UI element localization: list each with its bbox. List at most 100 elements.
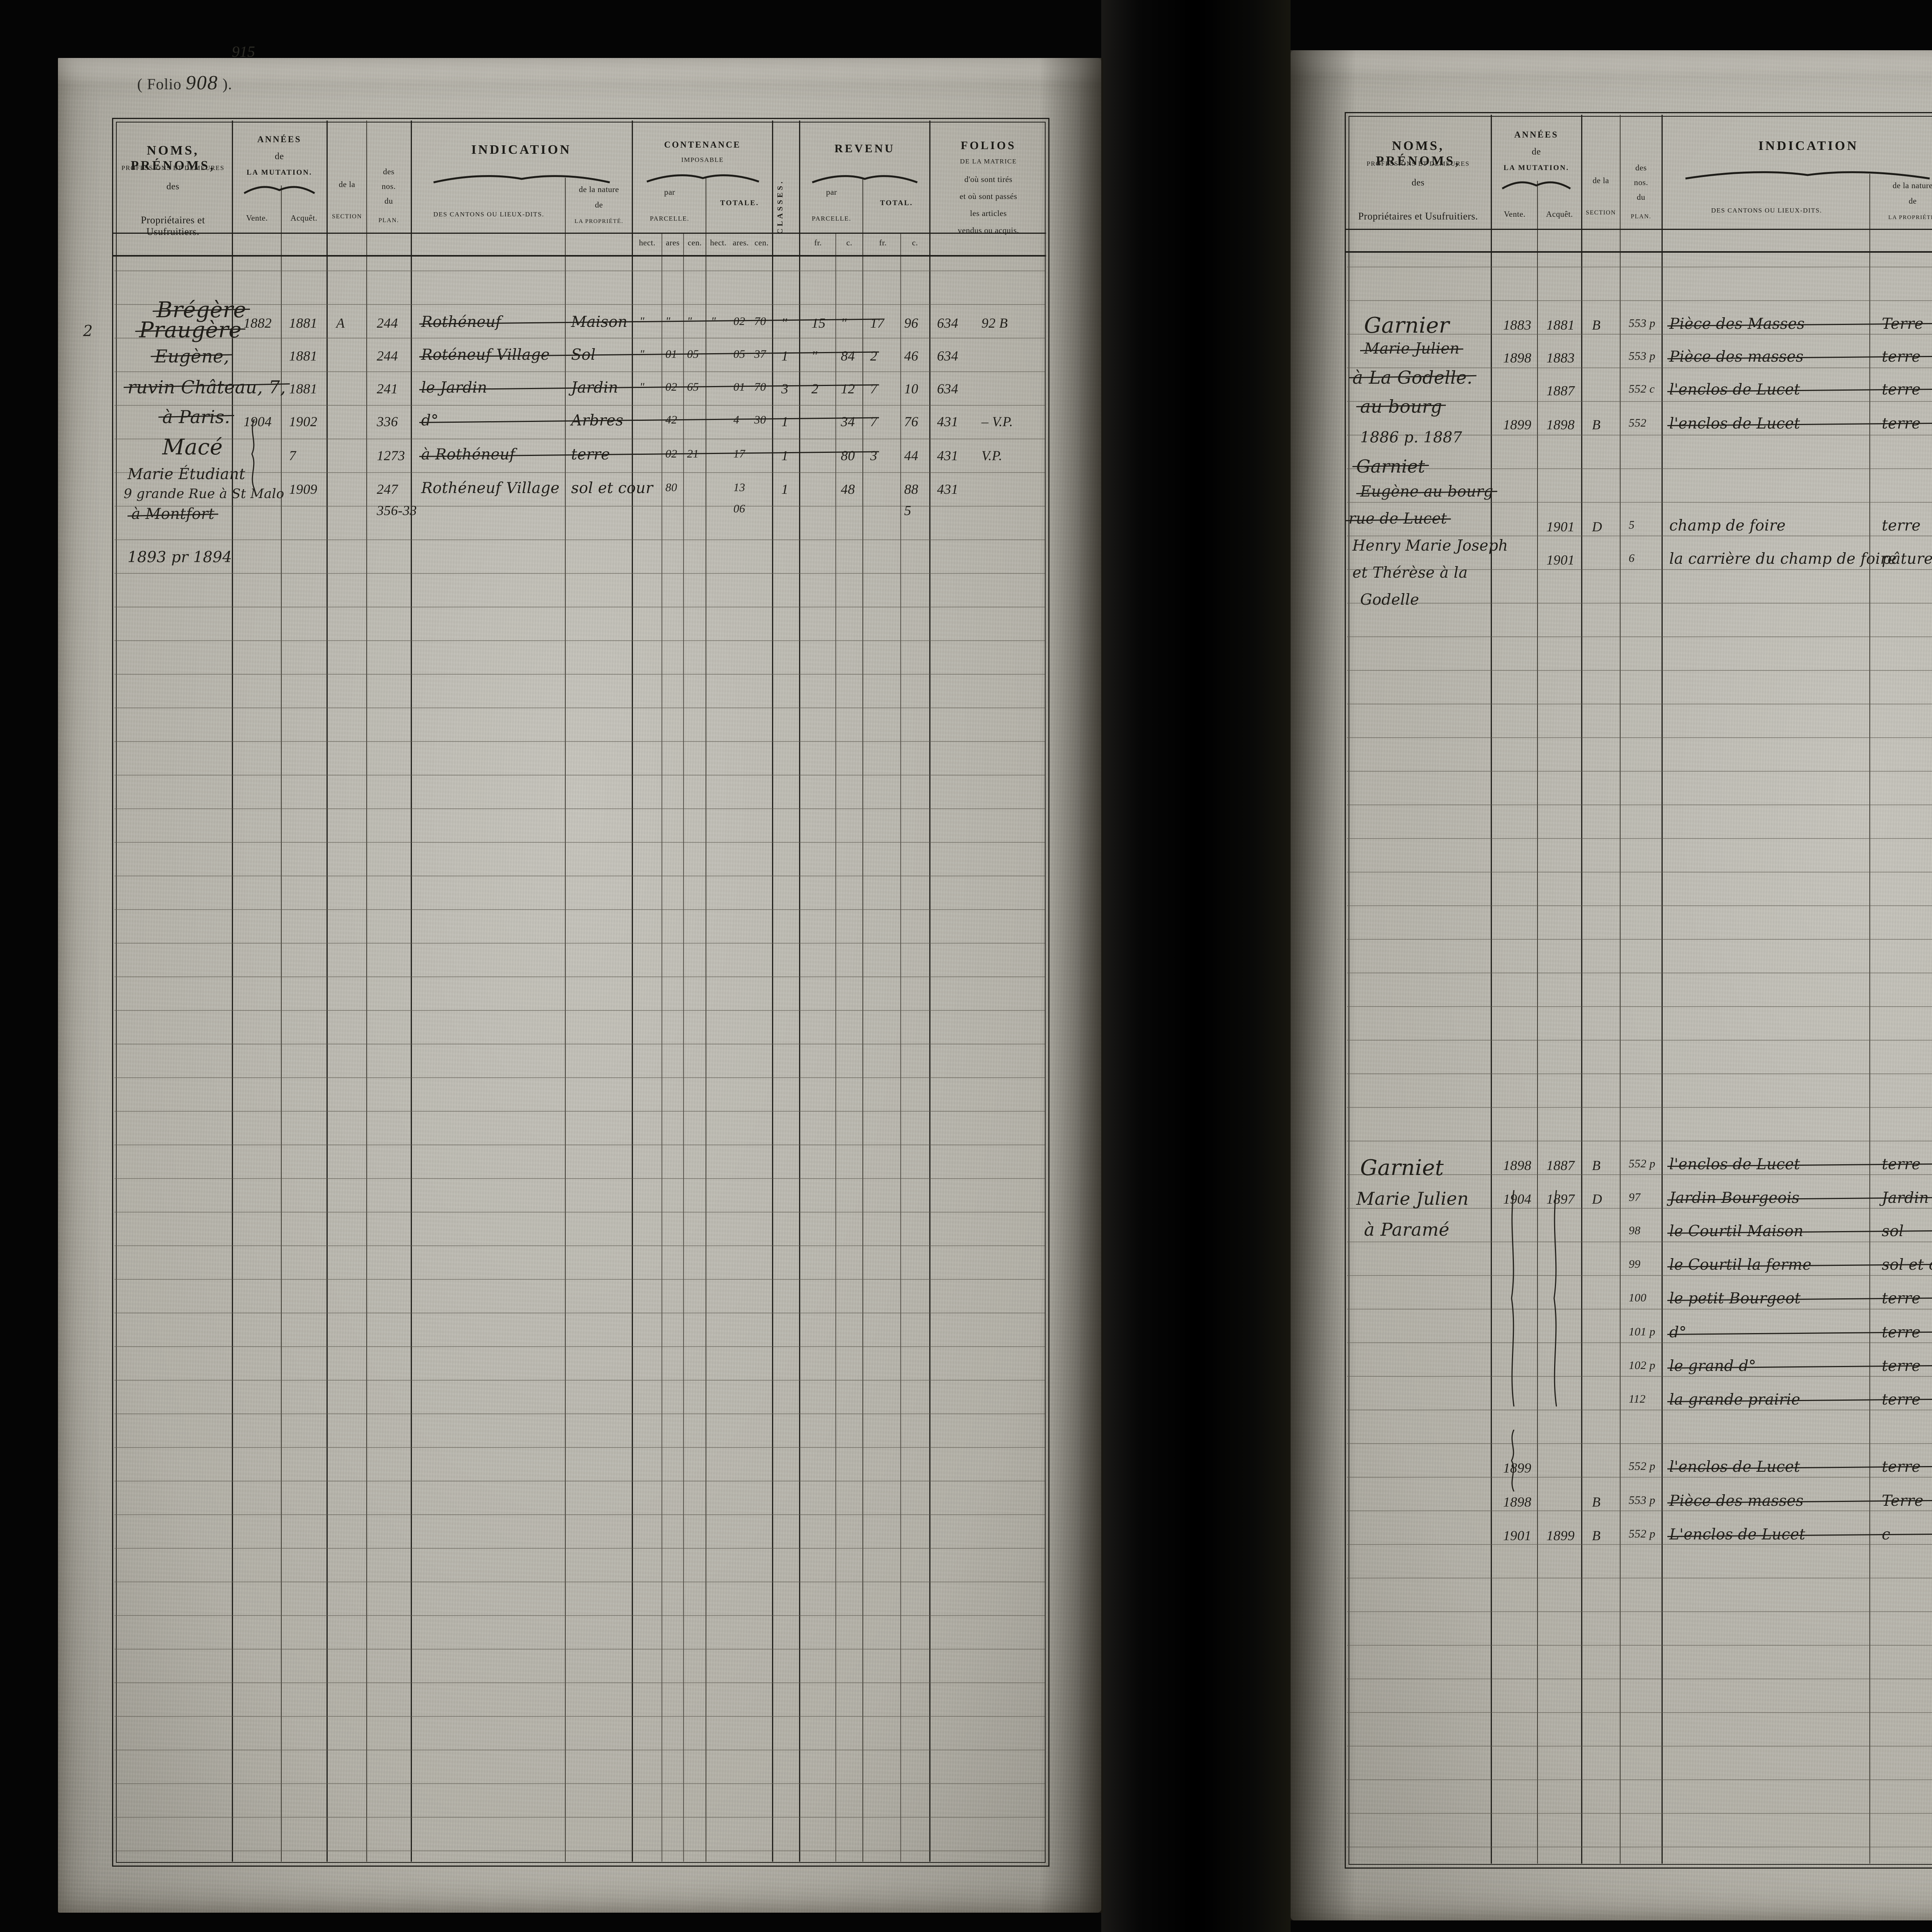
row-rule <box>1347 939 1932 940</box>
left-hdr-section-l1: de la <box>328 180 366 189</box>
left-hdr-folios-l1: DE LA MATRICE <box>931 158 1046 165</box>
row-rule <box>114 741 1045 742</box>
left-row-5-total-c: 88 <box>904 481 918 497</box>
right-top-row-3-plan: 552 <box>1629 417 1646 430</box>
left-unit-ares: ares <box>662 238 683 247</box>
right-bot-row-1-plan: 97 <box>1629 1191 1641 1204</box>
left-hdr-noms-sub1: PROFESSIONS ET DEMEURES <box>116 164 230 172</box>
left-row-4-t-ares: 17 <box>733 447 745 461</box>
row-rule <box>1347 1208 1932 1209</box>
right-hdr-annees-de: de <box>1492 147 1580 158</box>
right-table-inner-border <box>1349 116 1932 1865</box>
right-hdr-plan-l2: nos. <box>1621 178 1661 187</box>
left-row-5-classe: 1 <box>781 481 788 497</box>
left-unit-c2: c. <box>901 238 929 247</box>
left-col-rule-acquet <box>327 121 328 1862</box>
right-bot-row-4-plan: 100 <box>1629 1291 1646 1304</box>
left-hdr-indication-brace <box>433 174 611 184</box>
row-rule <box>1347 468 1932 469</box>
right-top-row-4-plan: 5 <box>1629 519 1634 532</box>
left-hdr-revenu-total: TOTAL. <box>864 199 929 207</box>
left-row-0-total-c: 96 <box>904 315 918 331</box>
left-row-0-revenu-c: " <box>841 315 847 331</box>
right-top-row-1-plan: 553 p <box>1629 350 1655 363</box>
row-rule <box>114 707 1045 708</box>
right-table <box>1345 112 1932 1869</box>
left-hdr-revenu-brace <box>811 174 918 184</box>
row-rule <box>1347 1746 1932 1747</box>
row-rule <box>114 1615 1045 1616</box>
row-rule <box>114 909 1045 910</box>
left-hdr-rule-upper <box>113 233 1046 234</box>
right-acquet-curly-brace <box>1553 1190 1557 1406</box>
left-row-5-p-ares: 80 <box>665 481 677 494</box>
left-row-0-acquet: 1881 <box>289 315 317 331</box>
left-row-0-classe: " <box>781 315 787 331</box>
left-row-1-revenu-fr: " <box>811 348 817 364</box>
left-row-6-plan: 356-33 <box>377 502 417 519</box>
row-rule <box>1347 838 1932 839</box>
left-unit-cen2: cen. <box>751 238 772 247</box>
left-owner-name-5: Macé <box>162 435 223 460</box>
left-unit-ares2: ares. <box>730 238 752 247</box>
left-margin-mark: 2 <box>83 323 93 340</box>
left-hdr-revenu: REVENU <box>801 142 929 156</box>
left-row-1-classe: 1 <box>781 348 788 364</box>
row-rule <box>1347 771 1932 772</box>
left-owner-name-7: 9 grande Rue à St Malo <box>124 486 284 502</box>
row-rule <box>1347 1611 1932 1612</box>
right-top-row-2-plan: 552 c <box>1629 383 1655 396</box>
left-hdr-contenance-brace <box>646 173 760 183</box>
right-hdr-plan-l4: PLAN. <box>1621 213 1661 220</box>
left-unit-hect: hect. <box>633 238 662 247</box>
left-row-4-total-fr: 3 <box>870 447 877 464</box>
left-table <box>112 118 1049 1867</box>
left-row-3-acquet: 1902 <box>289 413 317 430</box>
left-hdr-classes: CLASSES. <box>776 162 799 251</box>
left-hdr-rule-lower <box>113 255 1046 257</box>
left-hdr-totale: TOTALE. <box>707 199 772 207</box>
left-row-1-t-cen: 37 <box>754 348 766 361</box>
right-owner-bottom-1: Marie Julien <box>1356 1188 1469 1209</box>
row-rule <box>1347 1107 1932 1108</box>
right-top-row-0-vente: 1883 <box>1503 317 1531 333</box>
left-row-2-t-cen: 70 <box>754 381 766 394</box>
left-col-rule-revpar <box>862 178 863 1862</box>
right-vente-curly-brace <box>1511 1190 1515 1406</box>
right-top-row-5-plan: 6 <box>1629 552 1634 565</box>
left-hdr-folios: FOLIOS <box>931 139 1046 153</box>
right-bot-row-10-acquet: 1899 <box>1546 1527 1575 1544</box>
left-row-1-t-ares: 05 <box>733 348 745 361</box>
row-rule <box>1347 1174 1932 1175</box>
row-rule <box>114 1447 1045 1448</box>
left-row-1-acquet: 1881 <box>289 348 317 364</box>
left-row-2-total-fr: 7 <box>870 381 877 397</box>
row-rule <box>114 842 1045 843</box>
row-rule <box>114 640 1045 641</box>
left-row-4-plan: 1273 <box>377 447 405 464</box>
right-top-row-5-acquet: 1901 <box>1546 552 1575 568</box>
right-bot-row-8-vente: 1899 <box>1503 1460 1531 1476</box>
left-row-3-plan: 336 <box>377 413 398 430</box>
right-bot-row-9-section: B <box>1592 1494 1600 1510</box>
row-rule <box>114 1279 1045 1280</box>
row-rule <box>114 775 1045 776</box>
left-row-2-plan: 241 <box>377 381 398 397</box>
right-bot-row-7-plan: 112 <box>1629 1393 1646 1406</box>
right-top-row-0-plan: 553 p <box>1629 317 1655 330</box>
right-top-row-0-acquet: 1881 <box>1546 317 1575 333</box>
row-rule <box>114 1212 1045 1213</box>
left-row-0-t-cen: 70 <box>754 315 766 328</box>
left-hdr-annees: ANNÉES <box>233 134 325 145</box>
left-hdr-revenu-par1: par <box>801 187 862 197</box>
row-rule <box>1347 300 1932 301</box>
row-rule <box>1347 1342 1932 1343</box>
row-rule <box>1347 334 1932 335</box>
left-row-0-canton: Rothéneuf <box>421 313 501 331</box>
left-unit-cen: cen. <box>684 238 706 247</box>
right-top-row-4-nature: terre <box>1882 517 1921 534</box>
right-bot-row-10-plan: 552 p <box>1629 1527 1655 1541</box>
left-folio-value: 908 <box>186 72 218 94</box>
left-row-0-vente: 1882 <box>243 315 272 331</box>
